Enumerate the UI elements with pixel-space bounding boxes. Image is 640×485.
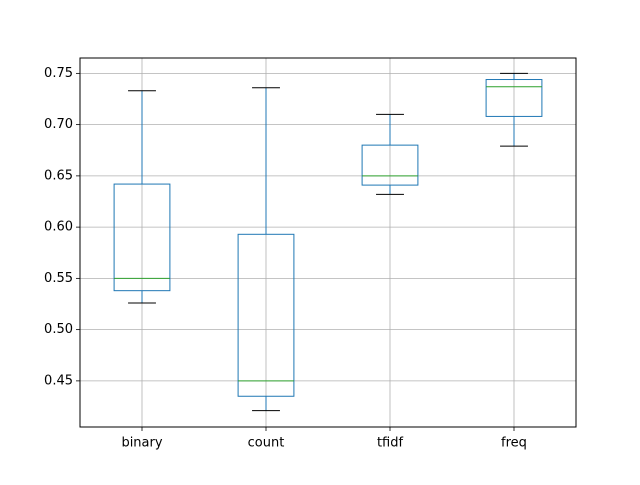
axis-layer: 0.45 0.50 0.55 0.60 0.65 0.70 0.75 binary count t… — [44, 66, 527, 451]
box-freq — [485, 72, 543, 147]
iqr-box — [237, 233, 295, 397]
box-count — [237, 87, 295, 412]
box-binary — [113, 90, 171, 304]
x-tick-label: count — [248, 436, 285, 451]
y-tick-label: 0.65 — [44, 168, 73, 183]
y-tick-label: 0.75 — [44, 66, 73, 81]
iqr-box — [485, 79, 543, 117]
y-tick-label: 0.55 — [44, 271, 73, 286]
y-tick-label: 0.60 — [44, 220, 73, 235]
y-tick-label: 0.45 — [44, 373, 73, 388]
plot-frame — [79, 57, 577, 428]
boxes-layer — [113, 72, 543, 412]
y-tick-label: 0.70 — [44, 117, 73, 132]
iqr-box — [361, 144, 419, 186]
iqr-box — [113, 183, 171, 292]
box-tfidf — [361, 113, 419, 195]
y-tick-label: 0.50 — [44, 322, 73, 337]
plot-background — [80, 58, 576, 427]
x-tick-label: binary — [121, 436, 162, 451]
x-tick-label: tfidf — [377, 436, 404, 451]
x-tick-label: freq — [501, 436, 527, 451]
